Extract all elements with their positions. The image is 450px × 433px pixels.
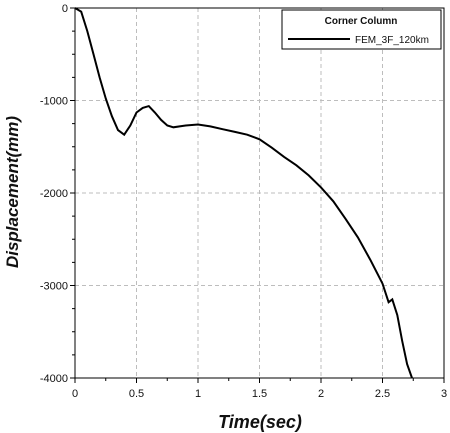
- x-axis-title: Time(sec): [218, 412, 302, 432]
- y-axis-title: Displacement(mm): [3, 116, 22, 268]
- x-tick-label: 2.5: [375, 388, 390, 400]
- axis-ticks: [70, 7, 445, 383]
- legend-title: Corner Column: [325, 16, 398, 27]
- x-tick-label: 0.5: [129, 388, 144, 400]
- series-line-fem-3f-120km: [74, 7, 413, 379]
- tick-labels: 0 0.5 1 1.5 2 2.5 3 0 -1000 -2000 -3000 -4000: [40, 3, 447, 400]
- y-tick-label: 0: [62, 3, 68, 15]
- legend-series-label: FEM_3F_120km: [355, 35, 429, 46]
- legend: Corner Column FEM_3F_120km: [281, 9, 442, 50]
- y-tick-label: -2000: [40, 188, 68, 200]
- y-tick-label: -4000: [40, 373, 68, 385]
- x-tick-label: 0: [72, 388, 78, 400]
- x-tick-label: 1.5: [252, 388, 267, 400]
- x-tick-label: 2: [318, 388, 324, 400]
- y-tick-label: -3000: [40, 281, 68, 293]
- y-tick-label: -1000: [40, 96, 68, 108]
- x-tick-label: 1: [195, 388, 201, 400]
- grid-lines: [75, 8, 444, 378]
- legend-box: [281, 9, 442, 50]
- x-tick-label: 3: [441, 388, 447, 400]
